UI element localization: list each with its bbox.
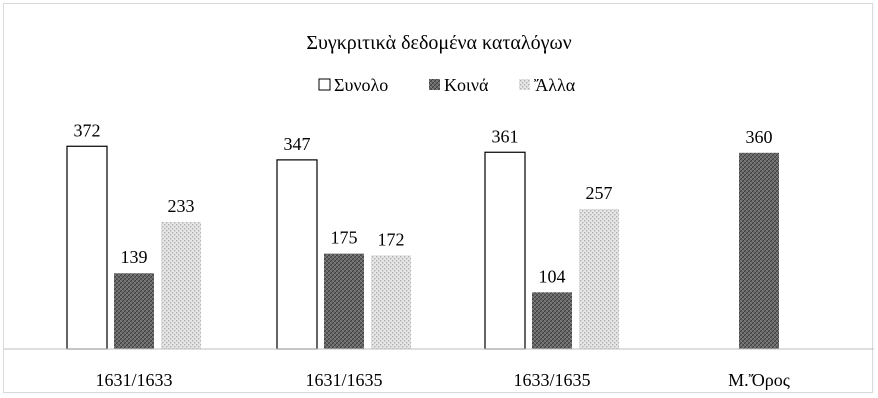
bar-Ἄλλα-1631/1633 [161,222,201,349]
bar-Κοινά-1631/1635 [324,253,364,349]
bar-Κοινά-Μ.Ὄρος [739,152,779,349]
chart-title: Συγκριτικὰ δεδομένα καταλόγων [306,32,571,54]
legend-label: Κοινά [444,75,489,95]
data-label: 233 [168,196,195,216]
x-tick-label: Μ.Ὄρος [728,370,790,390]
data-label: 361 [492,126,519,146]
legend-label: Ἄλλα [534,75,576,95]
data-label: 104 [539,266,566,286]
bar-Ἄλλα-1633/1635 [579,208,619,349]
chart-legend: Συνολο Κοινά Ἄλλα [318,75,576,95]
data-label: 360 [746,127,773,147]
x-tick-label: 1631/1635 [305,370,382,390]
data-label: 372 [74,120,101,140]
data-label: 347 [284,134,311,154]
bar-Κοινά-1631/1633 [114,273,154,349]
x-tick-label: 1631/1633 [95,370,172,390]
bar-Κοινά-1633/1635 [532,292,572,349]
legend-swatch-Κοινά [429,79,440,90]
data-labels: 372 139 233 347 175 172 361 104 257 360 [74,120,773,286]
x-tick-label: 1633/1635 [513,370,590,390]
bar-Συνολο-1633/1635 [484,151,526,350]
legend-swatch-Ἄλλα [519,79,530,90]
data-label: 257 [586,183,613,203]
data-label: 172 [378,229,405,249]
bar-chart: Συγκριτικὰ δεδομένα καταλόγων Συνολο Κοιν… [4,32,874,390]
legend-label: Συνολο [334,75,388,95]
bar-Συνολο-1631/1635 [276,159,318,350]
legend-swatch-Συνολο [318,78,331,91]
chart-frame: Συγκριτικὰ δεδομένα καταλόγων Συνολο Κοιν… [3,3,874,393]
data-label: 139 [121,247,148,267]
bar-marks [66,145,779,350]
x-axis-tick-labels: 1631/1633 1631/1635 1633/1635 Μ.Ὄρος [95,370,789,390]
bar-Συνολο-1631/1633 [66,145,108,350]
data-label: 175 [331,228,358,248]
bar-Ἄλλα-1631/1635 [371,255,411,349]
